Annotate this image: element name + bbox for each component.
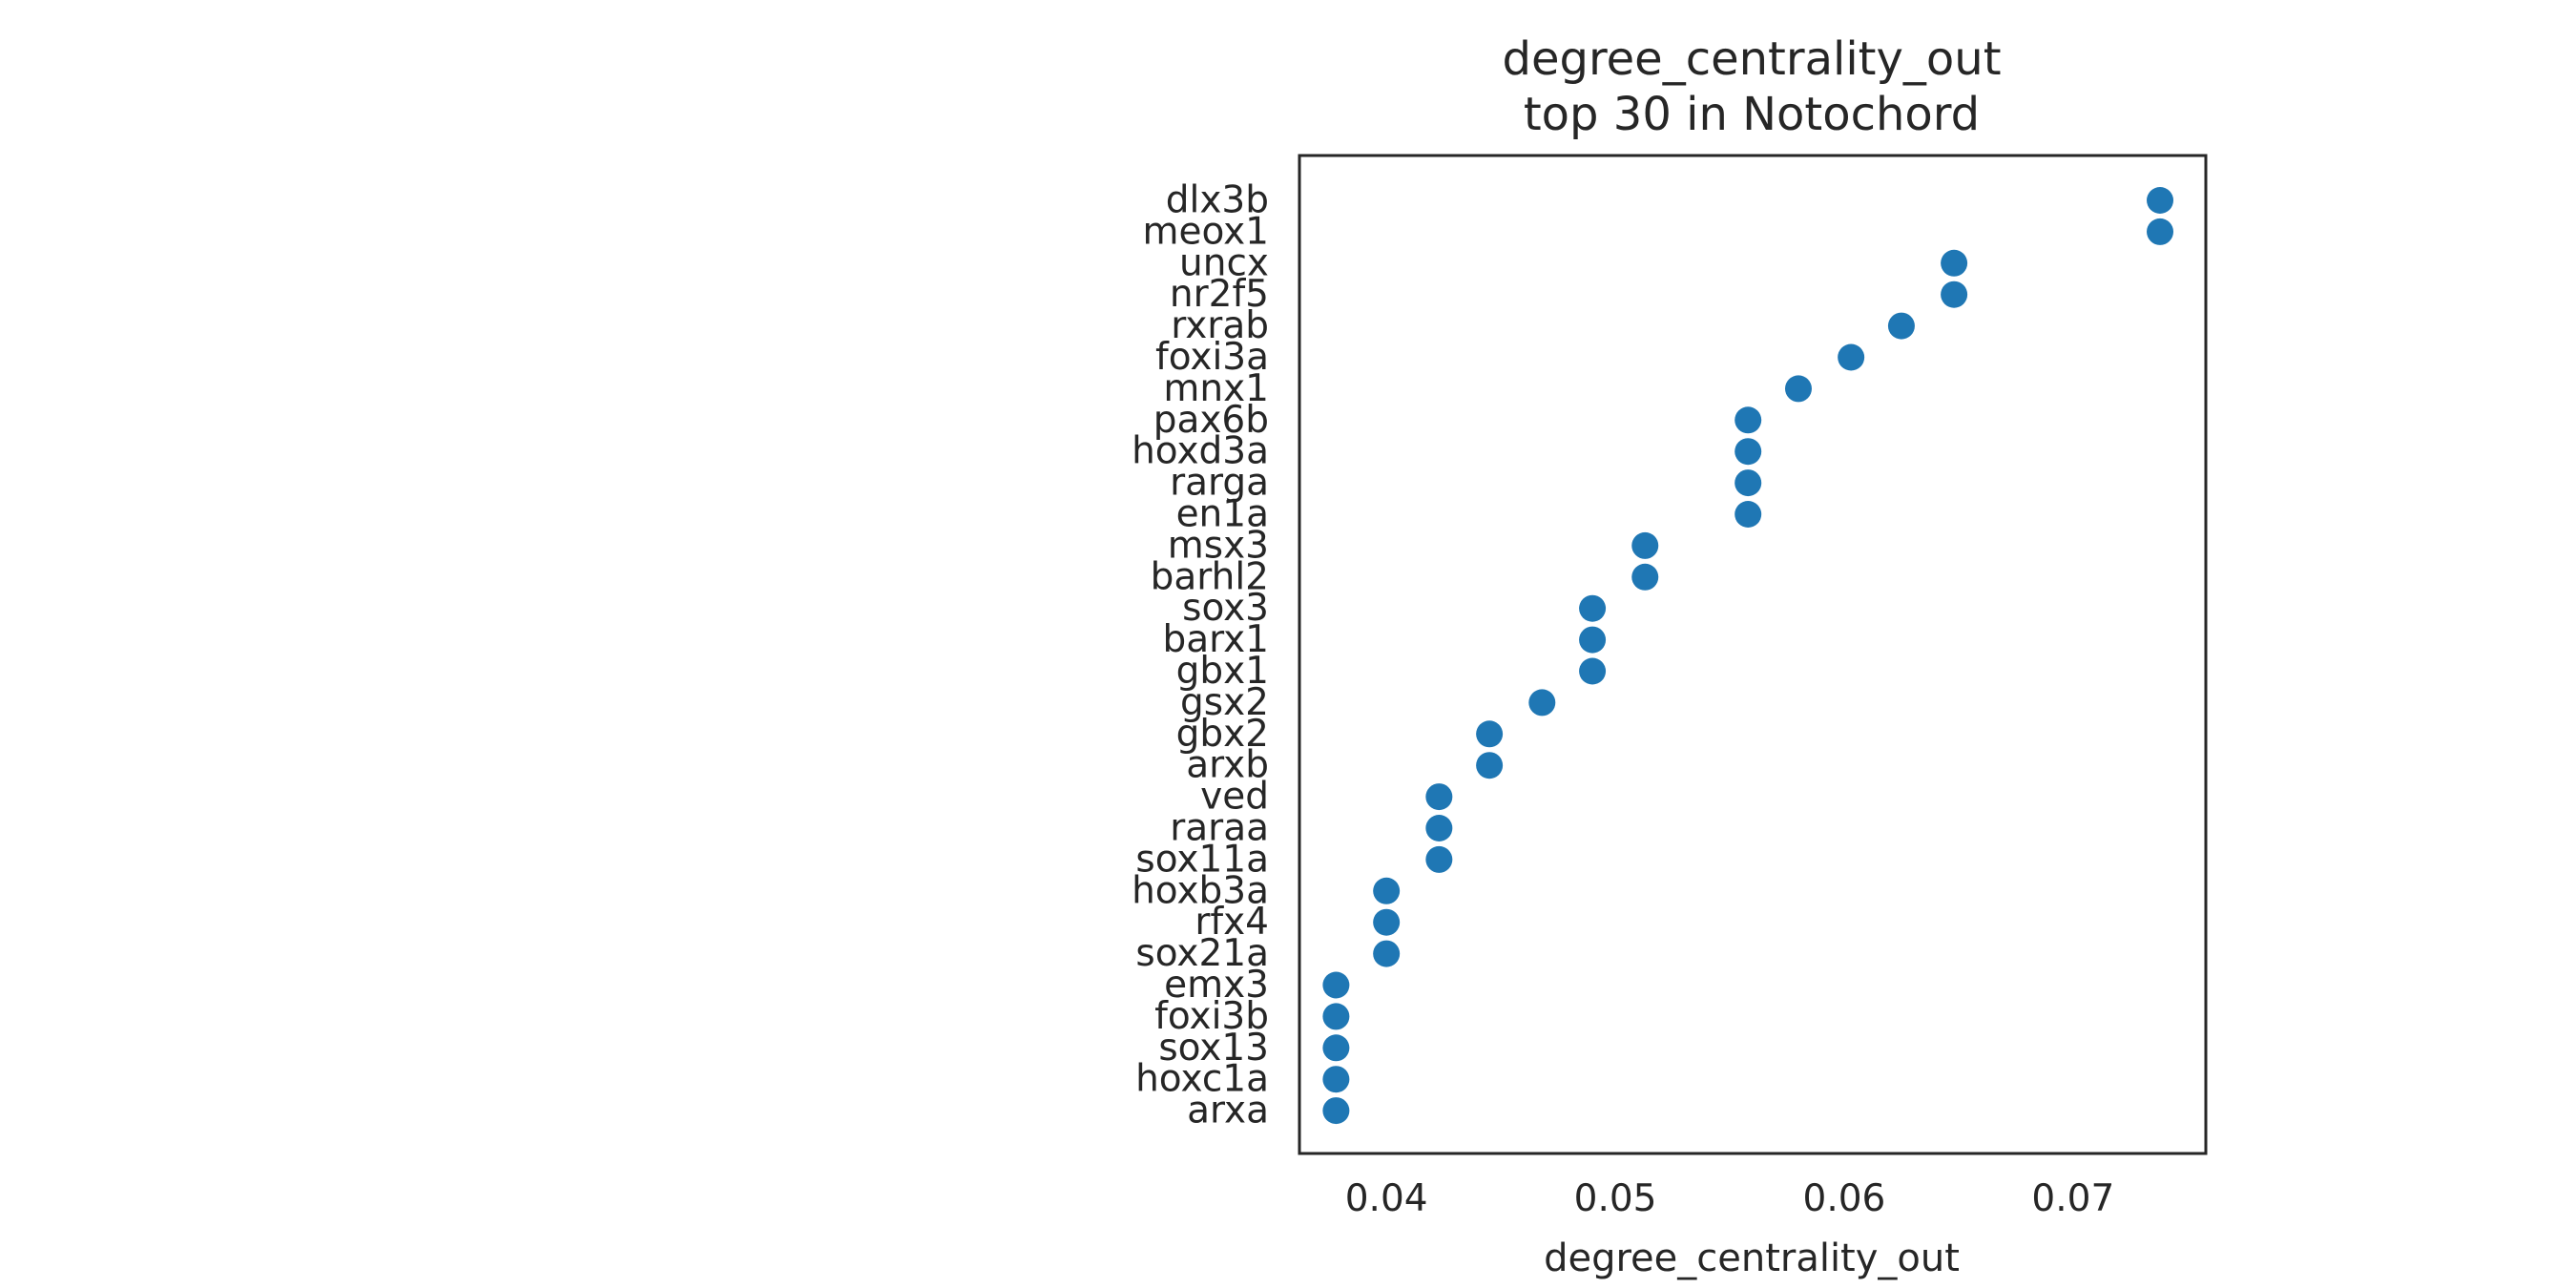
data-point-gbx2 (1476, 720, 1504, 748)
data-point-rarga (1735, 469, 1762, 497)
plot-frame (1298, 154, 2208, 1155)
y-axis-tick-labels: dlx3bmeox1uncxnr2f5rxrabfoxi3amnx1pax6bh… (1132, 179, 1269, 1132)
y-tick-label-rxrab: rxrab (1171, 304, 1269, 347)
y-tick-label-uncx: uncx (1179, 241, 1269, 284)
x-tick-label-0.06: 0.06 (1803, 1177, 1886, 1220)
x-tick-label-0.07: 0.07 (2031, 1177, 2114, 1220)
data-point-gbx1 (1579, 657, 1607, 685)
data-point-uncx (1941, 249, 1968, 277)
data-point-hoxd3a (1735, 438, 1762, 466)
data-point-msx3 (1631, 531, 1659, 559)
y-tick-label-dlx3b: dlx3b (1166, 179, 1269, 222)
y-tick-label-arxb: arxb (1186, 744, 1269, 787)
y-tick-label-mnx1: mnx1 (1163, 367, 1269, 410)
y-tick-label-foxi3a: foxi3a (1155, 336, 1269, 379)
chart-title-line-2: top 30 in Notochord (1524, 88, 1980, 141)
y-tick-label-en1a: en1a (1176, 493, 1269, 536)
x-axis-label: degree_centrality_out (1544, 1236, 1960, 1280)
y-tick-label-raraa: raraa (1170, 807, 1269, 850)
y-tick-label-ved: ved (1200, 776, 1269, 819)
data-point-ved (1425, 783, 1453, 811)
y-tick-label-sox11a: sox11a (1135, 838, 1269, 881)
y-tick-label-barhl2: barhl2 (1151, 555, 1269, 598)
y-tick-label-gsx2: gsx2 (1180, 681, 1269, 724)
data-point-foxi3a (1838, 343, 1865, 371)
data-point-rxrab (1887, 312, 1915, 340)
y-tick-label-msx3: msx3 (1168, 524, 1269, 567)
chart-title: degree_centrality_out top 30 in Notochor… (1502, 32, 2001, 141)
data-point-hoxc1a (1322, 1066, 1350, 1093)
data-point-sox11a (1425, 845, 1453, 873)
data-point-arxb (1476, 752, 1504, 779)
data-point-hoxb3a (1373, 877, 1401, 904)
data-point-mnx1 (1784, 375, 1812, 403)
x-tick-label-0.05: 0.05 (1574, 1177, 1657, 1220)
y-tick-label-meox1: meox1 (1142, 210, 1269, 253)
y-tick-label-sox3: sox3 (1182, 587, 1269, 630)
y-tick-label-rfx4: rfx4 (1195, 901, 1269, 944)
data-point-emx3 (1322, 971, 1350, 999)
data-point-rfx4 (1373, 908, 1401, 936)
y-tick-label-hoxc1a: hoxc1a (1135, 1058, 1269, 1101)
chart-title-line-1: degree_centrality_out (1502, 32, 2001, 86)
y-tick-label-emx3: emx3 (1164, 964, 1269, 1007)
y-tick-label-arxa: arxa (1187, 1090, 1269, 1132)
data-point-raraa (1425, 815, 1453, 841)
data-point-meox1 (2147, 218, 2174, 245)
data-point-foxi3b (1322, 1003, 1350, 1030)
y-tick-label-sox13: sox13 (1158, 1027, 1269, 1070)
x-axis-tick-labels: 0.04 0.05 0.06 0.07 (1345, 1177, 2115, 1220)
data-point-sox3 (1579, 594, 1607, 622)
y-tick-label-foxi3b: foxi3b (1154, 995, 1269, 1038)
data-point-sox13 (1322, 1034, 1350, 1062)
y-tick-label-gbx1: gbx1 (1176, 650, 1269, 693)
data-point-sox21a (1373, 940, 1401, 967)
y-tick-label-sox21a: sox21a (1135, 932, 1269, 975)
x-tick-label-0.04: 0.04 (1345, 1177, 1428, 1220)
data-point-en1a (1735, 501, 1762, 528)
data-point-barhl2 (1631, 563, 1659, 591)
data-point-pax6b (1735, 406, 1762, 434)
data-points (1322, 187, 2174, 1125)
data-point-gsx2 (1528, 689, 1556, 717)
y-tick-label-pax6b: pax6b (1153, 399, 1269, 442)
data-point-barx1 (1579, 626, 1607, 654)
y-tick-label-rarga: rarga (1170, 462, 1269, 505)
data-point-arxa (1322, 1097, 1350, 1125)
y-tick-label-barx1: barx1 (1162, 618, 1269, 661)
y-tick-label-hoxd3a: hoxd3a (1132, 430, 1269, 473)
data-point-dlx3b (2147, 187, 2174, 214)
y-tick-label-hoxb3a: hoxb3a (1132, 869, 1269, 912)
data-point-nr2f5 (1941, 280, 1968, 308)
y-tick-label-nr2f5: nr2f5 (1170, 273, 1269, 316)
y-tick-label-gbx2: gbx2 (1176, 713, 1269, 756)
